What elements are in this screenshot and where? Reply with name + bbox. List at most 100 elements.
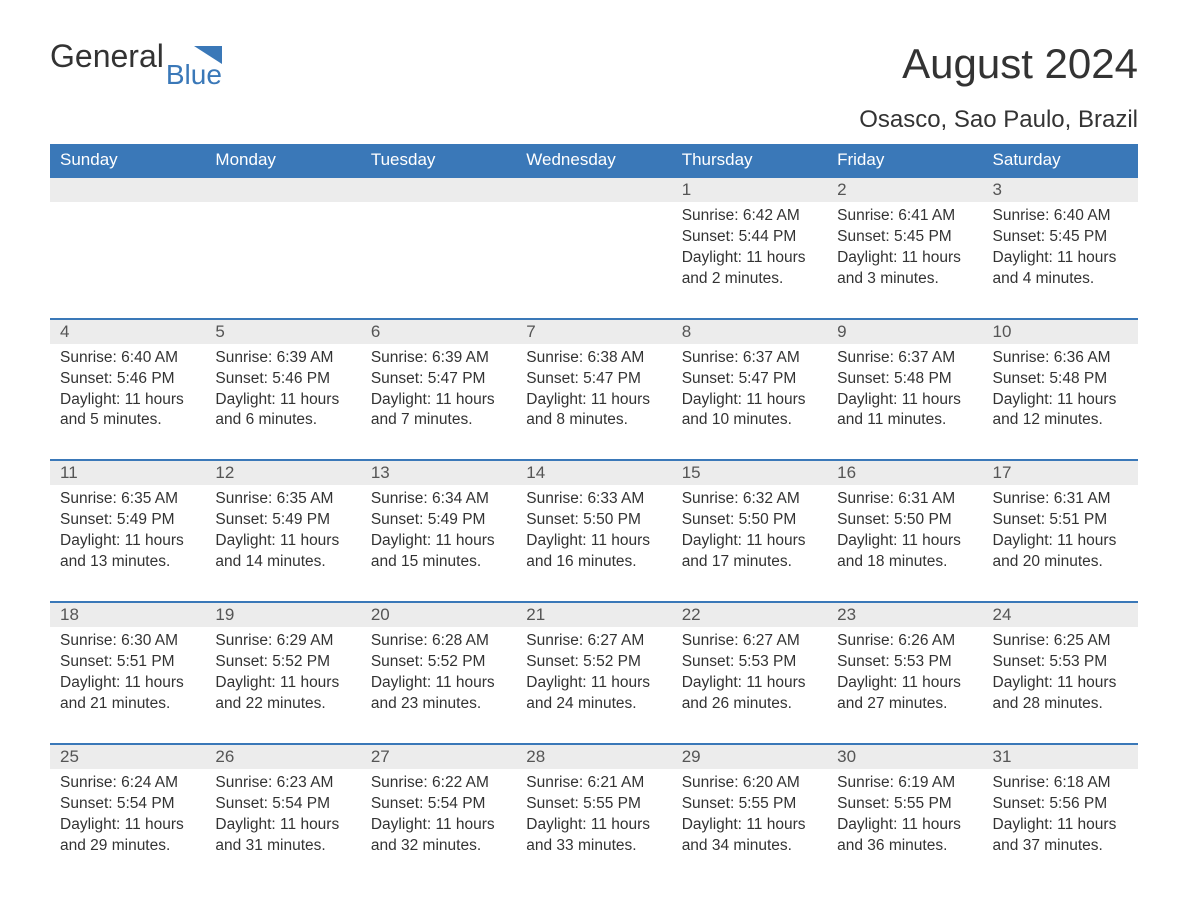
day-body: Sunrise: 6:39 AMSunset: 5:47 PMDaylight:… — [361, 344, 516, 460]
daylight-line: Daylight: 11 hours and 29 minutes. — [60, 815, 195, 857]
sunrise-label: Sunrise: — [60, 774, 121, 791]
sunset-line: Sunset: 5:52 PM — [215, 652, 350, 673]
sunset-line: Sunset: 5:52 PM — [371, 652, 506, 673]
sunset-label: Sunset: — [60, 370, 117, 387]
day-cell: 26Sunrise: 6:23 AMSunset: 5:54 PMDayligh… — [205, 744, 360, 885]
day-cell: 9Sunrise: 6:37 AMSunset: 5:48 PMDaylight… — [827, 319, 982, 461]
sunrise-label: Sunrise: — [215, 490, 276, 507]
day-cell: 27Sunrise: 6:22 AMSunset: 5:54 PMDayligh… — [361, 744, 516, 885]
day-number: 7 — [516, 320, 671, 344]
sunrise-label: Sunrise: — [993, 490, 1054, 507]
sunrise-value: 6:34 AM — [432, 490, 489, 507]
day-body: Sunrise: 6:38 AMSunset: 5:47 PMDaylight:… — [516, 344, 671, 460]
daylight-label: Daylight: — [682, 674, 747, 691]
sunset-label: Sunset: — [682, 228, 739, 245]
day-header: Friday — [827, 144, 982, 177]
title-block: August 2024 — [902, 40, 1138, 88]
daylight-line: Daylight: 11 hours and 2 minutes. — [682, 248, 817, 290]
sunrise-label: Sunrise: — [837, 774, 898, 791]
sunrise-value: 6:39 AM — [277, 349, 334, 366]
day-number: 17 — [983, 461, 1138, 485]
sunrise-line: Sunrise: 6:37 AM — [837, 348, 972, 369]
day-body: Sunrise: 6:33 AMSunset: 5:50 PMDaylight:… — [516, 485, 671, 601]
sunrise-line: Sunrise: 6:35 AM — [60, 489, 195, 510]
sunset-value: 5:45 PM — [1049, 228, 1107, 245]
sunset-line: Sunset: 5:54 PM — [60, 794, 195, 815]
sunrise-value: 6:37 AM — [743, 349, 800, 366]
sunrise-line: Sunrise: 6:41 AM — [837, 206, 972, 227]
sunrise-line: Sunrise: 6:20 AM — [682, 773, 817, 794]
sunset-line: Sunset: 5:50 PM — [526, 510, 661, 531]
day-cell — [361, 177, 516, 319]
daylight-line: Daylight: 11 hours and 6 minutes. — [215, 390, 350, 432]
sunrise-label: Sunrise: — [837, 207, 898, 224]
sunset-value: 5:54 PM — [117, 795, 175, 812]
day-cell: 17Sunrise: 6:31 AMSunset: 5:51 PMDayligh… — [983, 460, 1138, 602]
daylight-line: Daylight: 11 hours and 21 minutes. — [60, 673, 195, 715]
sunset-line: Sunset: 5:53 PM — [837, 652, 972, 673]
day-cell — [516, 177, 671, 319]
sunrise-label: Sunrise: — [526, 490, 587, 507]
day-body: Sunrise: 6:29 AMSunset: 5:52 PMDaylight:… — [205, 627, 360, 743]
day-number: 26 — [205, 745, 360, 769]
day-number: 24 — [983, 603, 1138, 627]
day-header: Tuesday — [361, 144, 516, 177]
sunset-label: Sunset: — [215, 511, 272, 528]
day-number: 18 — [50, 603, 205, 627]
daylight-line: Daylight: 11 hours and 11 minutes. — [837, 390, 972, 432]
day-cell: 31Sunrise: 6:18 AMSunset: 5:56 PMDayligh… — [983, 744, 1138, 885]
day-number: 15 — [672, 461, 827, 485]
day-cell: 10Sunrise: 6:36 AMSunset: 5:48 PMDayligh… — [983, 319, 1138, 461]
day-cell: 19Sunrise: 6:29 AMSunset: 5:52 PMDayligh… — [205, 602, 360, 744]
sunset-value: 5:47 PM — [739, 370, 797, 387]
sunset-line: Sunset: 5:53 PM — [682, 652, 817, 673]
sunset-value: 5:48 PM — [894, 370, 952, 387]
sunrise-line: Sunrise: 6:29 AM — [215, 631, 350, 652]
daylight-label: Daylight: — [682, 532, 747, 549]
daylight-line: Daylight: 11 hours and 15 minutes. — [371, 531, 506, 573]
day-cell: 8Sunrise: 6:37 AMSunset: 5:47 PMDaylight… — [672, 319, 827, 461]
sunset-value: 5:46 PM — [272, 370, 330, 387]
daylight-label: Daylight: — [837, 249, 902, 266]
sunset-line: Sunset: 5:45 PM — [837, 227, 972, 248]
sunset-line: Sunset: 5:52 PM — [526, 652, 661, 673]
sunset-line: Sunset: 5:45 PM — [993, 227, 1128, 248]
day-body-empty — [516, 202, 671, 292]
sunrise-label: Sunrise: — [993, 632, 1054, 649]
sunrise-line: Sunrise: 6:26 AM — [837, 631, 972, 652]
sunrise-value: 6:30 AM — [121, 632, 178, 649]
sunset-line: Sunset: 5:47 PM — [682, 369, 817, 390]
sunset-line: Sunset: 5:56 PM — [993, 794, 1128, 815]
sunset-value: 5:49 PM — [117, 511, 175, 528]
sunrise-label: Sunrise: — [371, 632, 432, 649]
sunrise-line: Sunrise: 6:33 AM — [526, 489, 661, 510]
day-number: 6 — [361, 320, 516, 344]
day-body-empty — [361, 202, 516, 292]
day-cell: 23Sunrise: 6:26 AMSunset: 5:53 PMDayligh… — [827, 602, 982, 744]
daylight-line: Daylight: 11 hours and 28 minutes. — [993, 673, 1128, 715]
sunrise-value: 6:25 AM — [1054, 632, 1111, 649]
week-row: 1Sunrise: 6:42 AMSunset: 5:44 PMDaylight… — [50, 177, 1138, 319]
day-cell: 11Sunrise: 6:35 AMSunset: 5:49 PMDayligh… — [50, 460, 205, 602]
sunset-value: 5:49 PM — [428, 511, 486, 528]
daylight-line: Daylight: 11 hours and 26 minutes. — [682, 673, 817, 715]
sunset-line: Sunset: 5:48 PM — [837, 369, 972, 390]
day-cell: 6Sunrise: 6:39 AMSunset: 5:47 PMDaylight… — [361, 319, 516, 461]
sunrise-line: Sunrise: 6:32 AM — [682, 489, 817, 510]
sunset-line: Sunset: 5:51 PM — [60, 652, 195, 673]
day-body: Sunrise: 6:18 AMSunset: 5:56 PMDaylight:… — [983, 769, 1138, 885]
sunset-line: Sunset: 5:46 PM — [215, 369, 350, 390]
daylight-label: Daylight: — [371, 674, 436, 691]
sunrise-label: Sunrise: — [526, 632, 587, 649]
day-number: 1 — [672, 178, 827, 202]
day-number-empty — [361, 178, 516, 202]
sunrise-label: Sunrise: — [526, 774, 587, 791]
sunrise-label: Sunrise: — [837, 632, 898, 649]
sunset-value: 5:54 PM — [272, 795, 330, 812]
calendar-table: SundayMondayTuesdayWednesdayThursdayFrid… — [50, 144, 1138, 884]
daylight-label: Daylight: — [526, 532, 591, 549]
sunset-value: 5:47 PM — [428, 370, 486, 387]
daylight-line: Daylight: 11 hours and 7 minutes. — [371, 390, 506, 432]
sunset-line: Sunset: 5:55 PM — [837, 794, 972, 815]
daylight-label: Daylight: — [993, 391, 1058, 408]
